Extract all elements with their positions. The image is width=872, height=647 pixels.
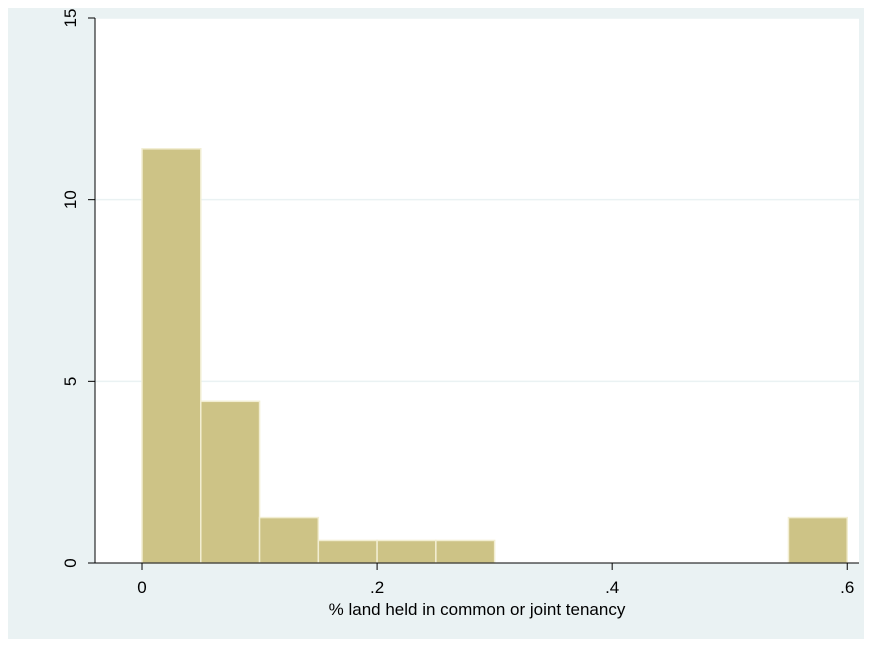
histogram-bar bbox=[258, 516, 320, 564]
histogram-bar bbox=[200, 400, 261, 564]
grid-lines bbox=[95, 17, 859, 383]
x-tick-label: .2 bbox=[370, 578, 384, 597]
y-tick-label: 5 bbox=[61, 377, 80, 386]
y-tick-label: 0 bbox=[61, 558, 80, 567]
histogram-bar bbox=[317, 539, 378, 564]
x-axis-title: % land held in common or joint tenancy bbox=[329, 600, 626, 619]
x-tick-label: .4 bbox=[605, 578, 619, 597]
x-tick-label: 0 bbox=[137, 578, 146, 597]
y-tick-label: 10 bbox=[61, 190, 80, 209]
bars bbox=[141, 148, 848, 564]
histogram-bar bbox=[435, 539, 496, 564]
histogram-bar bbox=[376, 539, 437, 564]
y-tick-label: 15 bbox=[61, 9, 80, 28]
x-tick-label: .6 bbox=[840, 578, 854, 597]
histogram-bar bbox=[787, 516, 848, 564]
histogram-bar bbox=[141, 148, 202, 564]
axes: 0 5 10 15 0 .2 .4 .6 bbox=[61, 9, 859, 597]
